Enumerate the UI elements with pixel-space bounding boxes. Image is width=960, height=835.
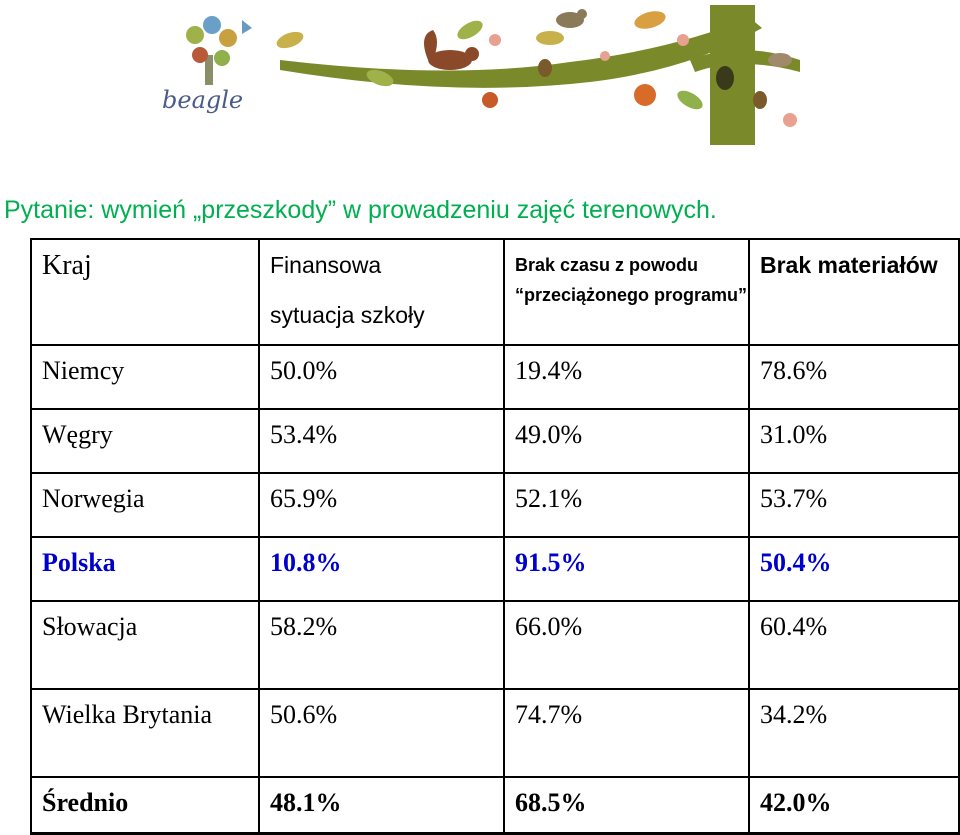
cell-brak-materialow: 60.4% (748, 600, 960, 690)
cell-country: Norwegia (30, 472, 260, 538)
cell-country: Niemcy (30, 344, 260, 410)
header-finansowa-line1: Finansowa (270, 252, 382, 278)
table-row-average: Średnio 48.1% 68.5% 42.0% (30, 776, 960, 835)
banner-illustration: beagle (162, 5, 800, 145)
logo-text: beagle (162, 86, 243, 114)
cell-brak-czasu: 19.4% (503, 344, 750, 410)
cell-brak-materialow: 78.6% (748, 344, 960, 410)
table-header-row: Kraj Finansowa sytuacja szkoły Brak czas… (30, 238, 960, 346)
results-table-wrapper: Kraj Finansowa sytuacja szkoły Brak czas… (30, 238, 960, 835)
cell-brak-materialow: 50.4% (748, 536, 960, 602)
results-table: Kraj Finansowa sytuacja szkoły Brak czas… (30, 238, 960, 835)
tree-branch (280, 18, 762, 88)
cell-finansowa: 65.9% (258, 472, 505, 538)
cell-brak-materialow: 53.7% (748, 472, 960, 538)
cell-brak-czasu: 91.5% (503, 536, 750, 602)
cell-finansowa: 50.6% (258, 688, 505, 778)
cell-brak-materialow: 34.2% (748, 688, 960, 778)
cell-finansowa: 50.0% (258, 344, 505, 410)
table-row: Wielka Brytania 50.6% 74.7% 34.2% (30, 688, 960, 778)
cell-brak-czasu: 49.0% (503, 408, 750, 474)
table-row: Niemcy 50.0% 19.4% 78.6% (30, 344, 960, 410)
table-row: Węgry 53.4% 49.0% 31.0% (30, 408, 960, 474)
cell-country: Wielka Brytania (30, 688, 260, 778)
cell-brak-materialow: 42.0% (748, 776, 960, 835)
cell-brak-czasu: 74.7% (503, 688, 750, 778)
beagle-logo: beagle (162, 16, 252, 114)
cell-finansowa: 58.2% (258, 600, 505, 690)
table-row-highlighted: Polska 10.8% 91.5% 50.4% (30, 536, 960, 602)
cell-finansowa: 10.8% (258, 536, 505, 602)
cell-brak-czasu: 68.5% (503, 776, 750, 835)
cell-brak-materialow: 31.0% (748, 408, 960, 474)
header-finansowa: Finansowa sytuacja szkoły (258, 238, 505, 346)
cell-finansowa: 53.4% (258, 408, 505, 474)
header-kraj: Kraj (30, 238, 260, 346)
cell-brak-czasu: 52.1% (503, 472, 750, 538)
cell-country: Słowacja (30, 600, 260, 690)
header-brak-czasu: Brak czasu z powodu “przeciążonego progr… (503, 238, 750, 346)
cell-brak-czasu: 66.0% (503, 600, 750, 690)
cell-country: Średnio (30, 776, 260, 835)
question-heading: Pytanie: wymień „przeszkody” w prowadzen… (4, 196, 717, 224)
table-row: Słowacja 58.2% 66.0% 60.4% (30, 600, 960, 690)
header-brak-materialow: Brak materiałów (748, 238, 960, 346)
cell-finansowa: 48.1% (258, 776, 505, 835)
table-row: Norwegia 65.9% 52.1% 53.7% (30, 472, 960, 538)
cell-country: Polska (30, 536, 260, 602)
cell-country: Węgry (30, 408, 260, 474)
header-finansowa-line2: sytuacja szkoły (270, 302, 425, 328)
